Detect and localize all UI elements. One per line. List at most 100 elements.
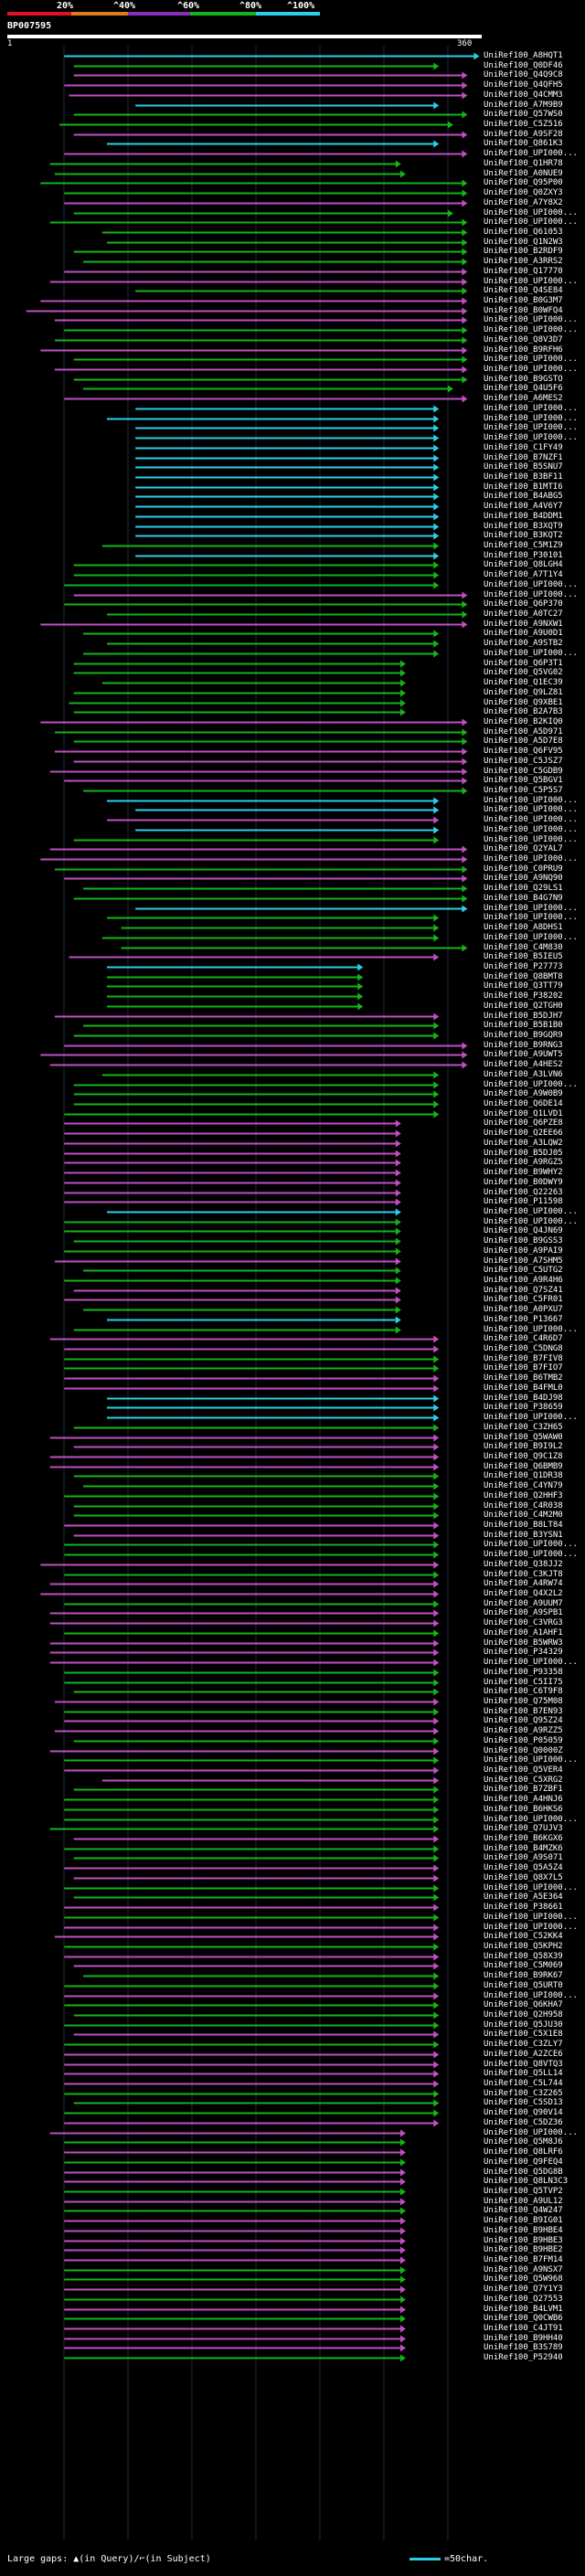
hit-row[interactable]: UniRef100_Q4X2L2 [0, 1589, 585, 1599]
hit-row[interactable]: UniRef100_UPI000... [0, 1550, 585, 1560]
hit-label[interactable]: UniRef100_Q9XBE1 [484, 697, 563, 707]
hit-row[interactable]: UniRef100_B9HBE4 [0, 2226, 585, 2236]
hit-label[interactable]: UniRef100_Q5LL14 [484, 2069, 563, 2079]
hit-label[interactable]: UniRef100_UPI000... [484, 824, 578, 834]
hit-label[interactable]: UniRef100_A5E364 [484, 1892, 563, 1903]
hit-label[interactable]: UniRef100_A7SHM5 [484, 1256, 563, 1266]
hit-row[interactable]: UniRef100_A4HNJ6 [0, 1795, 585, 1805]
hit-row[interactable]: UniRef100_P38659 [0, 1403, 585, 1413]
hit-row[interactable]: UniRef100_B4DDM1 [0, 512, 585, 522]
hit-label[interactable]: UniRef100_P27773 [484, 961, 563, 971]
hit-label[interactable]: UniRef100_B7FM14 [484, 2255, 563, 2264]
hit-label[interactable]: UniRef100_B9HH40 [484, 2333, 563, 2343]
hit-row[interactable]: UniRef100_Q861K3 [0, 139, 585, 149]
hit-label[interactable]: UniRef100_A0PXU7 [484, 1305, 563, 1315]
hit-row[interactable]: UniRef100_B2RDF9 [0, 247, 585, 257]
hit-row[interactable]: UniRef100_UPI000... [0, 815, 585, 825]
hit-row[interactable]: UniRef100_B4LVM1 [0, 2305, 585, 2315]
hit-label[interactable]: UniRef100_Q5DG8B [484, 2167, 563, 2177]
hit-label[interactable]: UniRef100_A9NXW1 [484, 619, 563, 629]
hit-label[interactable]: UniRef100_P13667 [484, 1314, 563, 1324]
hit-row[interactable]: UniRef100_C4M2M0 [0, 1511, 585, 1521]
hit-row[interactable]: UniRef100_A7M9B9 [0, 101, 585, 111]
hit-row[interactable]: UniRef100_B4FML0 [0, 1383, 585, 1394]
hit-row[interactable]: UniRef100_Q4JN69 [0, 1226, 585, 1236]
hit-label[interactable]: UniRef100_C3VRG3 [484, 1618, 563, 1628]
hit-label[interactable]: UniRef100_UPI000... [484, 795, 578, 805]
hit-row[interactable]: UniRef100_C5SD13 [0, 2098, 585, 2108]
hit-row[interactable]: UniRef100_B3KQT2 [0, 531, 585, 541]
hit-label[interactable]: UniRef100_UPI000... [484, 1814, 578, 1824]
hit-label[interactable]: UniRef100_B9IG01 [484, 2216, 563, 2226]
hit-label[interactable]: UniRef100_A9STB2 [484, 639, 563, 649]
hit-row[interactable]: UniRef100_B4G7N9 [0, 894, 585, 904]
hit-label[interactable]: UniRef100_Q5A5Z4 [484, 1863, 563, 1873]
hit-label[interactable]: UniRef100_Q2TGH0 [484, 1001, 563, 1011]
hit-label[interactable]: UniRef100_C5Z516 [484, 120, 563, 130]
hit-row[interactable]: UniRef100_Q57WS0 [0, 110, 585, 120]
hit-row[interactable]: UniRef100_P34329 [0, 1648, 585, 1658]
hit-label[interactable]: UniRef100_B4LVM1 [484, 2304, 563, 2314]
hit-row[interactable]: UniRef100_Q4CMM3 [0, 90, 585, 101]
hit-row[interactable]: UniRef100_Q5KPH2 [0, 1942, 585, 1952]
hit-row[interactable]: UniRef100_C5FR01 [0, 1295, 585, 1305]
hit-row[interactable]: UniRef100_P13667 [0, 1315, 585, 1325]
hit-label[interactable]: UniRef100_B4ABG5 [484, 492, 563, 502]
hit-row[interactable]: UniRef100_A9NQ90 [0, 874, 585, 884]
hit-row[interactable]: UniRef100_B9GSS3 [0, 1236, 585, 1246]
hit-row[interactable]: UniRef100_B8LT84 [0, 1521, 585, 1531]
hit-row[interactable]: UniRef100_A4V6Y7 [0, 502, 585, 512]
hit-label[interactable]: UniRef100_A9SPB1 [484, 1608, 563, 1618]
hit-label[interactable]: UniRef100_P30101 [484, 550, 563, 560]
hit-row[interactable]: UniRef100_B6HKS6 [0, 1805, 585, 1815]
hit-label[interactable]: UniRef100_C4R038 [484, 1500, 563, 1511]
hit-label[interactable]: UniRef100_A0NUE9 [484, 168, 563, 178]
hit-row[interactable]: UniRef100_B3BF11 [0, 472, 585, 482]
hit-row[interactable]: UniRef100_A3LQW2 [0, 1139, 585, 1149]
hit-label[interactable]: UniRef100_Q4X2L2 [484, 1589, 563, 1599]
hit-row[interactable]: UniRef100_Q3TT79 [0, 981, 585, 991]
hit-row[interactable]: UniRef100_B9HBE3 [0, 2236, 585, 2246]
hit-label[interactable]: UniRef100_B7FIO7 [484, 1363, 563, 1373]
hit-label[interactable]: UniRef100_Q5WAW0 [484, 1432, 563, 1442]
hit-label[interactable]: UniRef100_Q9LZ81 [484, 687, 563, 697]
hit-label[interactable]: UniRef100_B9RFH6 [484, 345, 563, 355]
hit-label[interactable]: UniRef100_B6KGX6 [484, 1834, 563, 1844]
hit-row[interactable]: UniRef100_C5UTG2 [0, 1266, 585, 1276]
hit-row[interactable]: UniRef100_B5DJ05 [0, 1149, 585, 1159]
hit-row[interactable]: UniRef100_UPI000... [0, 1883, 585, 1893]
hit-label[interactable]: UniRef100_Q7Y1Y3 [484, 2284, 563, 2295]
hit-label[interactable]: UniRef100_B5SNU7 [484, 462, 563, 472]
hit-row[interactable]: UniRef100_A4HES2 [0, 1060, 585, 1070]
hit-label[interactable]: UniRef100_C5DZ36 [484, 2117, 563, 2127]
hit-row[interactable]: UniRef100_Q5WAW0 [0, 1433, 585, 1443]
hit-label[interactable]: UniRef100_C4M2M0 [484, 1511, 563, 1521]
hit-label[interactable]: UniRef100_B9HBE4 [484, 2225, 563, 2235]
hit-row[interactable]: UniRef100_A0NUE9 [0, 169, 585, 179]
hit-label[interactable]: UniRef100_B7NZF1 [484, 452, 563, 462]
hit-label[interactable]: UniRef100_B6TMB2 [484, 1373, 563, 1383]
hit-row[interactable]: UniRef100_A9U0D1 [0, 629, 585, 639]
hit-row[interactable]: UniRef100_A3LVN6 [0, 1070, 585, 1080]
hit-label[interactable]: UniRef100_C5DNG8 [484, 1344, 563, 1354]
hit-row[interactable]: UniRef100_Q4U5F6 [0, 384, 585, 394]
hit-row[interactable]: UniRef100_UPI000... [0, 805, 585, 815]
hit-row[interactable]: UniRef100_UPI000... [0, 1658, 585, 1668]
hit-row[interactable]: UniRef100_B9RNG3 [0, 1041, 585, 1051]
hit-label[interactable]: UniRef100_A5D971 [484, 726, 563, 737]
hit-label[interactable]: UniRef100_B9GQR9 [484, 1031, 563, 1040]
hit-label[interactable]: UniRef100_A9UWT5 [484, 1050, 563, 1060]
hit-label[interactable]: UniRef100_Q6BMB9 [484, 1461, 563, 1471]
hit-row[interactable]: UniRef100_B9RK67 [0, 1971, 585, 1981]
hit-row[interactable]: UniRef100_Q6KHA7 [0, 2000, 585, 2010]
hit-row[interactable]: UniRef100_B9RFH6 [0, 345, 585, 355]
hit-row[interactable]: UniRef100_C4YN79 [0, 1481, 585, 1491]
hit-row[interactable]: UniRef100_Q6P3T1 [0, 659, 585, 669]
hit-label[interactable]: UniRef100_UPI000... [484, 1755, 578, 1765]
hit-row[interactable]: UniRef100_UPI000... [0, 1413, 585, 1423]
hit-label[interactable]: UniRef100_Q27553 [484, 2294, 563, 2304]
hit-row[interactable]: UniRef100_Q22263 [0, 1188, 585, 1198]
hit-row[interactable]: UniRef100_Q4W247 [0, 2206, 585, 2216]
hit-label[interactable]: UniRef100_UPI000... [484, 2127, 578, 2137]
hit-row[interactable]: UniRef100_B0G3M7 [0, 296, 585, 306]
